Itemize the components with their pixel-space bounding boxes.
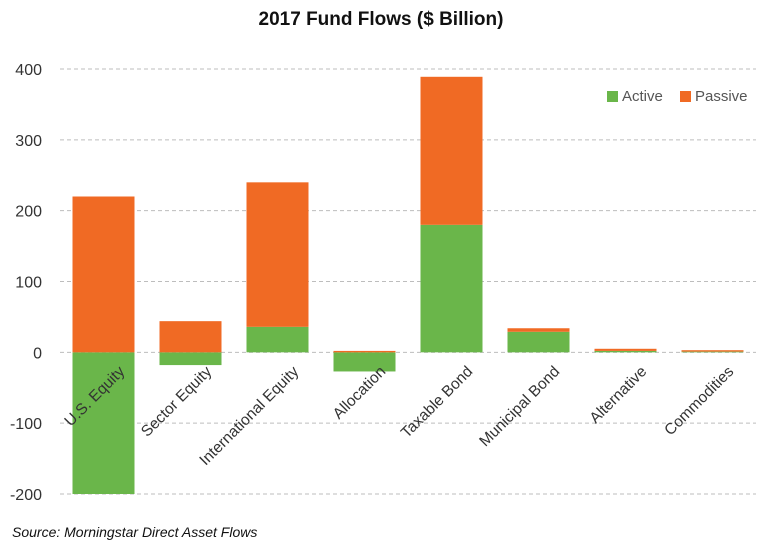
y-tick-label: -100 [10,416,42,433]
y-tick-label: 0 [33,345,42,362]
x-category-label: Allocation [330,363,390,423]
x-category-label: Municipal Bond [476,363,563,450]
x-category-label: Alternative [587,363,651,427]
y-tick-label: 100 [15,275,42,292]
legend-label-active: Active [622,88,663,105]
bar-active-3 [333,352,396,372]
legend-label-passive: Passive [695,88,748,105]
legend-swatch-passive [680,91,691,102]
y-tick-label: 200 [15,204,42,221]
x-category-label: Taxable Bond [398,363,476,441]
bar-passive-2 [246,182,309,327]
bars [72,76,744,494]
legend-swatch-active [607,91,618,102]
bar-active-2 [246,326,309,353]
y-tick-label: 300 [15,133,42,150]
bar-passive-5 [507,328,570,332]
y-axis-ticks: 400 300 200 100 0 -100 -200 [10,62,42,504]
y-tick-label: 400 [15,62,42,79]
x-category-label: Commodities [661,363,737,439]
bar-passive-3 [333,350,396,353]
chart-title: 2017 Fund Flows ($ Billion) [258,9,504,30]
bar-passive-4 [420,76,483,225]
bar-passive-7 [681,350,744,352]
y-tick-label: -200 [10,487,42,504]
bar-passive-1 [159,321,222,353]
bar-passive-6 [594,348,657,351]
bar-passive-0 [72,196,135,353]
source-note: Source: Morningstar Direct Asset Flows [12,524,258,540]
bar-active-0 [72,352,135,494]
bar-active-1 [159,352,222,366]
bar-active-4 [420,224,483,353]
legend: Active Passive [607,88,748,105]
x-category-label: Sector Equity [138,363,215,440]
x-category-label: International Equity [196,363,302,469]
bar-active-6 [594,350,657,353]
bar-active-7 [681,351,744,353]
bar-active-5 [507,331,570,353]
